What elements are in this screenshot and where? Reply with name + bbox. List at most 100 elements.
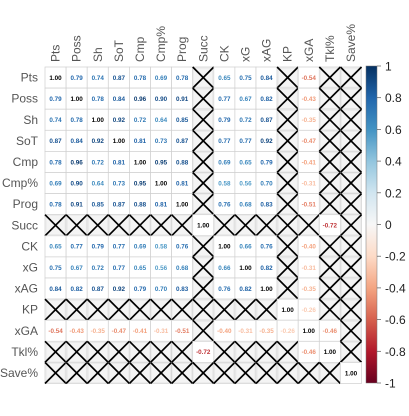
cross-mark [86, 361, 109, 385]
cell-value-label: 0.92 [113, 286, 126, 293]
cross-mark [65, 361, 88, 385]
cross-mark [255, 298, 278, 321]
cross-mark [192, 192, 215, 216]
cell-value-label: 1.00 [303, 328, 316, 335]
cross-mark [318, 66, 342, 89]
row-label: SoT [16, 134, 39, 148]
cell-value-label: -0.47 [112, 328, 127, 335]
cell-value-label: -0.54 [48, 328, 63, 335]
color-bar-tick-label: 0.2 [385, 186, 402, 200]
cross-mark [276, 256, 299, 279]
color-bar-tick-label: 0.8 [385, 91, 402, 105]
column-label: SoT [112, 39, 126, 62]
cell-value-label: 0.82 [260, 96, 273, 103]
column-label: Prog [175, 37, 189, 62]
cell-value-label: 0.67 [239, 96, 252, 103]
column-label: KP [281, 46, 295, 62]
column-label: xAG [260, 39, 274, 62]
cross-mark [318, 129, 342, 153]
cell-value-label: 0.78 [134, 75, 147, 82]
cell-value-label: 0.81 [176, 180, 189, 187]
cross-mark [128, 214, 152, 237]
cell-value-label: 0.65 [239, 159, 252, 166]
cell-value-label: -0.40 [302, 244, 317, 251]
cross-mark [128, 298, 152, 321]
cross-mark [192, 361, 215, 385]
cell-value-label: -0.47 [302, 138, 317, 145]
cross-mark [318, 108, 342, 131]
cell-value-label: 0.73 [155, 138, 168, 145]
cell-value-label: 0.84 [71, 138, 84, 145]
color-bar-tick-label: -1 [385, 377, 396, 391]
cell-value-label: 0.76 [218, 201, 231, 208]
cell-value-label: 0.79 [260, 159, 273, 166]
cell-value-label: -0.31 [302, 265, 317, 272]
column-labels: Pts Poss Sh SoT Cmp Cmp% Prog Succ CK xG xAG KP xGA T… [49, 24, 358, 62]
cell-value-label: 0.66 [239, 244, 252, 251]
row-label: Tkl% [11, 345, 38, 359]
cell-value-label: 0.56 [239, 180, 252, 187]
cross-mark [318, 235, 342, 258]
cell-value-label: 0.75 [239, 75, 252, 82]
cell-value-label: 0.79 [92, 244, 105, 251]
cross-mark [276, 361, 299, 385]
cell-value-label: 0.79 [218, 117, 231, 124]
cell-value-label: 0.65 [218, 75, 231, 82]
cross-mark [149, 361, 173, 385]
cross-mark [276, 150, 299, 174]
cell-value-label: 0.76 [260, 244, 273, 251]
row-label: Cmp% [2, 176, 38, 190]
column-label: Pts [49, 45, 63, 62]
cross-mark [86, 340, 109, 364]
cross-mark [192, 66, 215, 89]
cross-mark [276, 235, 299, 258]
cell-value-label: 0.72 [92, 159, 105, 166]
cell-value-label: 0.78 [71, 117, 84, 124]
cell-value-label: -0.35 [259, 328, 274, 335]
cell-value-label: 0.76 [176, 244, 189, 251]
cross-mark [339, 66, 363, 89]
cell-value-label: 0.77 [218, 138, 231, 145]
row-label: KP [22, 303, 38, 317]
cross-mark [192, 87, 215, 110]
cell-value-label: 0.87 [176, 138, 189, 145]
cross-mark [192, 108, 215, 131]
cross-mark [339, 214, 363, 237]
color-bar-tick-label: 0 [385, 218, 392, 232]
cell-value-label: 0.87 [113, 201, 126, 208]
cross-mark [297, 214, 320, 237]
cell-value-label: 0.79 [49, 96, 62, 103]
cell-value-label: 0.77 [239, 138, 252, 145]
cell-value-label: 0.69 [134, 244, 147, 251]
row-label: xG [23, 260, 38, 274]
cell-value-label: 0.83 [260, 201, 273, 208]
cross-mark [192, 171, 215, 195]
cell-value-label: 0.56 [155, 265, 168, 272]
cell-value-label: 1.00 [260, 286, 273, 293]
cell-value-label: 0.65 [134, 265, 147, 272]
cross-mark [318, 171, 342, 195]
cell-value-label: 0.92 [260, 138, 273, 145]
cross-mark [44, 340, 67, 364]
cell-value-label: -0.35 [302, 117, 317, 124]
cross-mark [213, 214, 236, 237]
cell-frame [340, 362, 362, 384]
column-label: Tkl% [323, 35, 337, 62]
column-label: Poss [70, 35, 84, 62]
cell-value-label: 1.00 [113, 138, 126, 145]
cell-value-label: -0.43 [69, 328, 84, 335]
color-bar-tick-label: -0.2 [385, 250, 406, 264]
cell-value-label: 0.68 [239, 201, 252, 208]
cross-mark [318, 192, 342, 216]
column-label: Succ [196, 35, 210, 62]
cell-value-label: 0.87 [260, 117, 273, 124]
cell-value-label: 0.85 [176, 117, 189, 124]
cell-value-label: 0.79 [134, 286, 147, 293]
cell-value-label: 0.70 [260, 180, 273, 187]
cell-value-label: 0.87 [113, 75, 126, 82]
cell-value-label: 0.78 [176, 75, 189, 82]
cross-mark [149, 298, 173, 321]
color-bar-tick-label: 1 [385, 60, 392, 74]
cell-value-label: 0.83 [176, 286, 189, 293]
cross-mark [192, 319, 215, 342]
